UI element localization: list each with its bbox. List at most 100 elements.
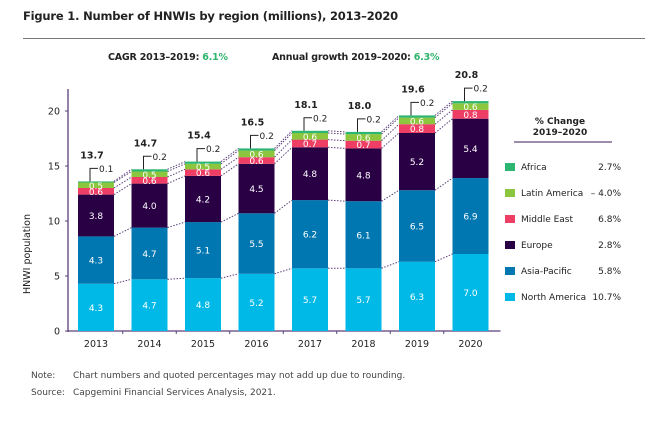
total-label: 13.7: [80, 150, 103, 161]
data-label: 4.8: [196, 301, 211, 311]
data-label: 4.2: [196, 196, 210, 206]
bar-segment-latin-america: [185, 163, 221, 170]
bar-segment-middle-east: [238, 157, 275, 164]
connector-line: [167, 163, 186, 172]
bar-segment-north-america: [185, 278, 221, 331]
bar-segment-middle-east: [78, 188, 114, 195]
bar-segment-north-america: [78, 283, 114, 331]
connector-line: [434, 253, 453, 263]
data-label: 0.6: [196, 169, 211, 179]
data-label: 0.5: [89, 182, 103, 192]
data-label: 0.5: [142, 171, 156, 181]
growth-stat: Annual growth 2019–2020: 6.3%: [272, 52, 440, 63]
data-label: 6.1: [356, 231, 370, 241]
data-label: 5.7: [356, 296, 370, 306]
x-tick-label: 2016: [244, 339, 268, 350]
callout-bracket: [357, 118, 366, 132]
bar-segment-north-america: [131, 279, 168, 331]
connector-line: [274, 199, 293, 214]
connector-line: [434, 177, 453, 191]
bar-segment-latin-america: [399, 117, 435, 125]
bar-segment-north-america: [238, 273, 275, 331]
total-label: 14.7: [134, 138, 157, 149]
connector-line: [167, 175, 186, 185]
y-tick-label: 10: [48, 217, 60, 228]
source-label: Source:: [31, 388, 65, 398]
data-label: 0.6: [142, 177, 157, 187]
bar-segment-middle-east: [131, 177, 168, 184]
connector-line: [274, 130, 293, 149]
data-label: 5.5: [249, 240, 263, 250]
connector-line: [113, 168, 132, 182]
data-label: 5.7: [303, 296, 317, 306]
bar-segment-asia-pacific: [452, 178, 489, 254]
bar-segment-africa: [399, 115, 435, 118]
x-tick-label: 2019: [405, 339, 429, 350]
legend-label: Middle East: [521, 215, 573, 225]
connector-lines: [113, 100, 453, 285]
data-label: 0.6: [249, 157, 264, 167]
callout-bracket: [89, 167, 98, 182]
bar-segment-latin-america: [78, 182, 114, 188]
legend-subtitle: 2019–2020: [533, 128, 588, 138]
connector-line: [327, 130, 346, 133]
data-label: 0.6: [249, 150, 264, 160]
bar-segment-middle-east: [399, 124, 435, 133]
connector-line: [220, 150, 239, 165]
bar-segment-middle-east: [345, 140, 382, 149]
data-label: 4.0: [142, 202, 157, 212]
data-label: 6.5: [410, 222, 424, 232]
bar-segment-europe: [78, 194, 114, 237]
legend-swatch: [505, 215, 515, 223]
data-label: 5.2: [249, 299, 263, 309]
connector-line: [220, 156, 239, 170]
bar-segment-africa: [78, 181, 114, 183]
source-text: Capgemini Financial Services Analysis, 2…: [73, 388, 276, 398]
data-label: 0.2: [206, 145, 220, 155]
callout-bracket: [303, 117, 312, 131]
connector-line: [167, 277, 186, 280]
total-label: 15.4: [187, 131, 211, 142]
data-label: 0.2: [260, 132, 274, 142]
cagr-value: 6.1%: [202, 52, 228, 63]
data-label: 6.9: [463, 213, 478, 223]
connector-line: [113, 227, 132, 237]
connector-line: [113, 278, 132, 285]
data-label: 0.6: [303, 133, 318, 143]
connector-line: [113, 176, 132, 189]
bar-segment-europe: [452, 118, 489, 179]
bar-segment-asia-pacific: [399, 190, 435, 262]
data-label: 0.7: [303, 140, 317, 150]
bar-segment-north-america: [399, 261, 435, 331]
total-label: 20.8: [455, 70, 479, 81]
bar-segment-asia-pacific: [78, 236, 114, 284]
legend-change: 6.8%: [598, 215, 621, 225]
data-label: 0.5: [196, 163, 210, 173]
legend-label: North America: [521, 293, 586, 303]
bars: [78, 101, 489, 331]
legend-change: – 4.0%: [591, 189, 622, 199]
bar-segment-africa: [345, 131, 382, 135]
bar-segment-africa: [185, 161, 221, 164]
connector-line: [274, 132, 293, 151]
x-tick-label: 2015: [191, 339, 215, 350]
connector-line: [381, 261, 400, 269]
bar-segment-latin-america: [131, 171, 168, 177]
connector-line: [381, 117, 400, 135]
connector-line: [220, 273, 239, 279]
total-label: 18.0: [348, 101, 372, 112]
data-label: 4.3: [89, 304, 103, 314]
data-label: 4.3: [89, 257, 103, 267]
total-label: 19.6: [401, 84, 425, 95]
legend-swatch: [505, 293, 515, 301]
connector-line: [274, 139, 293, 158]
connector-line: [220, 163, 239, 177]
callout-bracket: [464, 87, 473, 102]
legend-swatch: [505, 189, 515, 197]
note-row: Note: Chart numbers and quoted percentage…: [31, 371, 405, 381]
bar-segment-europe: [345, 148, 382, 202]
data-label: 0.7: [356, 141, 370, 151]
title-divider: [23, 38, 645, 39]
bar-segment-north-america: [345, 268, 382, 331]
